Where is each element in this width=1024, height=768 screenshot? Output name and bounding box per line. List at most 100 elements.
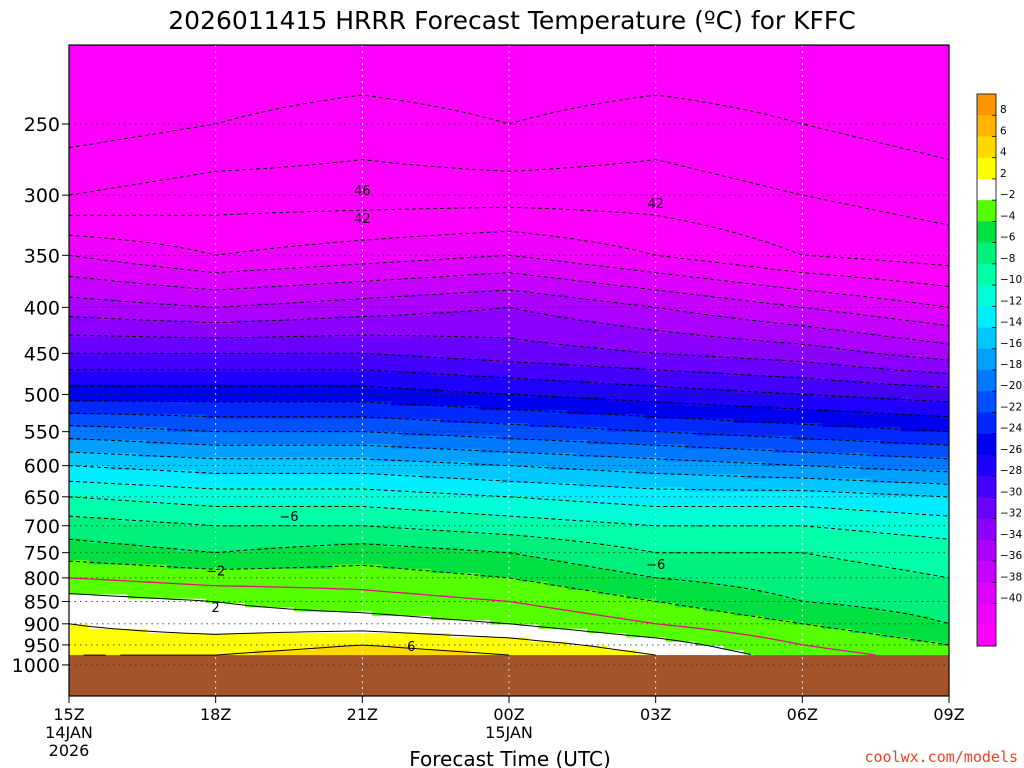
field-cell (137, 122, 148, 128)
field-cell (98, 157, 109, 162)
field-cell (343, 37, 353, 42)
field-cell (342, 208, 354, 214)
field-cell (646, 37, 656, 42)
field-cell (704, 247, 715, 252)
field-cell (342, 255, 354, 261)
field-cell (528, 199, 539, 205)
field-cell (743, 174, 755, 180)
field-cell (880, 101, 891, 107)
field-cell (157, 208, 168, 214)
field-cell (166, 187, 178, 192)
field-cell (518, 122, 530, 128)
field-cell (919, 161, 931, 167)
field-cell (499, 114, 510, 120)
field-cell (489, 109, 500, 115)
field-cell (763, 165, 774, 171)
field-cell (714, 131, 725, 137)
field-cell (548, 268, 559, 274)
field-cell (430, 45, 442, 51)
field-cell (616, 174, 627, 180)
field-cell (939, 101, 949, 107)
field-cell (851, 62, 862, 68)
field-cell (743, 122, 755, 128)
field-cell (254, 126, 266, 132)
field-cell (636, 195, 647, 201)
field-cell (205, 109, 217, 115)
field-cell (205, 204, 217, 210)
field-cell (880, 126, 891, 132)
field-cell (108, 118, 119, 124)
field-cell (333, 75, 344, 81)
field-cell (645, 139, 657, 145)
field-cell (235, 88, 246, 94)
field-cell (890, 58, 901, 64)
field-cell (890, 88, 901, 94)
field-cell (773, 135, 784, 141)
field-cell (186, 62, 197, 68)
field-cell (841, 148, 852, 154)
field-cell (372, 212, 383, 218)
field-cell (264, 114, 275, 120)
field-cell (450, 187, 461, 192)
field-cell (724, 251, 735, 257)
field-cell (724, 79, 735, 85)
field-cell (264, 225, 275, 231)
field-cell (108, 255, 119, 261)
field-cell (557, 58, 569, 64)
field-cell (587, 217, 598, 222)
field-cell (714, 54, 725, 59)
field-cell (851, 135, 862, 141)
field-cell (518, 165, 530, 171)
field-cell (890, 101, 901, 107)
field-cell (421, 178, 432, 184)
field-cell (117, 187, 129, 192)
field-cell (117, 66, 129, 72)
field-cell (381, 212, 393, 218)
field-cell (157, 88, 168, 94)
field-cell (264, 126, 275, 132)
field-cell (225, 208, 236, 214)
field-cell (587, 208, 598, 214)
field-cell (323, 139, 334, 145)
field-cell (245, 174, 256, 180)
field-cell (567, 229, 579, 235)
field-cell (831, 212, 843, 218)
field-cell (157, 66, 168, 72)
field-cell (333, 242, 344, 248)
field-cell (548, 217, 559, 222)
field-cell (900, 62, 911, 68)
field-cell (499, 152, 510, 158)
field-cell (440, 259, 451, 265)
field-cell (821, 195, 833, 201)
field-cell (724, 259, 735, 265)
field-cell (538, 221, 549, 227)
field-cell (812, 114, 823, 120)
field-cell (900, 45, 911, 51)
field-cell (69, 264, 80, 270)
field-cell (147, 101, 158, 107)
field-cell (88, 208, 99, 214)
field-cell (333, 109, 344, 115)
field-cell (528, 195, 539, 201)
field-cell (323, 131, 334, 137)
field-cell (440, 204, 451, 210)
field-cell (567, 54, 579, 59)
field-cell (274, 157, 285, 162)
field-cell (870, 234, 882, 240)
field-cell (665, 174, 676, 180)
field-cell (694, 165, 706, 171)
field-cell (714, 178, 725, 184)
field-cell (900, 101, 911, 107)
field-cell (577, 79, 588, 85)
field-cell (235, 79, 246, 85)
field-cell (528, 217, 539, 222)
field-cell (528, 62, 539, 68)
field-cell (440, 148, 451, 154)
field-cell (205, 79, 217, 85)
field-cell (841, 268, 852, 274)
field-cell (176, 268, 187, 274)
field-cell (411, 88, 422, 94)
field-cell (499, 268, 510, 274)
field-cell (557, 225, 569, 231)
field-cell (196, 71, 207, 77)
